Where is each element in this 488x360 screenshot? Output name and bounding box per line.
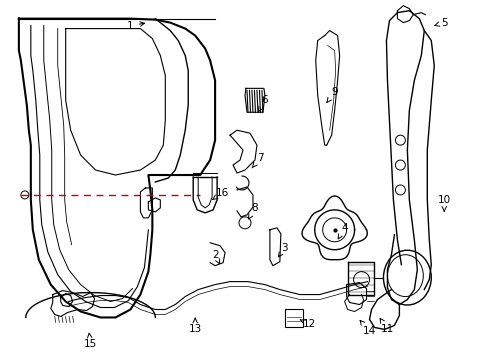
Text: 5: 5 bbox=[434, 18, 447, 28]
Text: 4: 4 bbox=[338, 223, 347, 239]
Text: 6: 6 bbox=[258, 95, 268, 111]
Text: 3: 3 bbox=[278, 243, 287, 257]
Text: 8: 8 bbox=[248, 203, 258, 219]
Bar bbox=[285, 310, 302, 328]
Text: 7: 7 bbox=[252, 153, 263, 168]
Text: 11: 11 bbox=[379, 318, 393, 334]
Text: 9: 9 bbox=[326, 87, 337, 103]
Text: 1: 1 bbox=[127, 21, 144, 31]
Text: 15: 15 bbox=[84, 333, 97, 349]
Ellipse shape bbox=[383, 250, 430, 305]
Text: 10: 10 bbox=[437, 195, 450, 211]
Text: 16: 16 bbox=[212, 188, 228, 199]
Text: 12: 12 bbox=[300, 319, 316, 329]
Text: 13: 13 bbox=[188, 318, 202, 334]
Text: 2: 2 bbox=[211, 250, 219, 264]
Text: 14: 14 bbox=[359, 320, 375, 336]
